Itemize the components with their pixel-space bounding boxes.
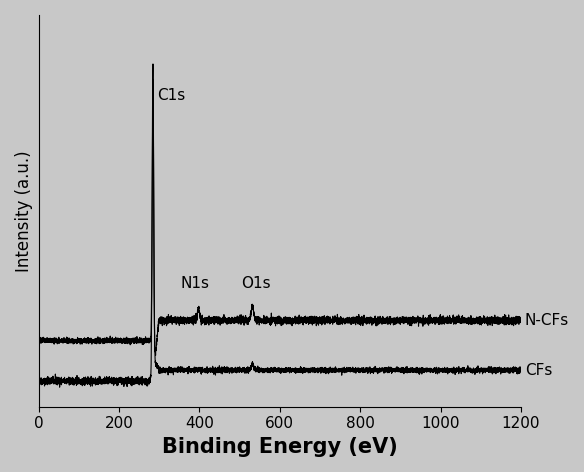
Y-axis label: Intensity (a.u.): Intensity (a.u.) [15,150,33,272]
Text: CFs: CFs [525,362,552,378]
Text: C1s: C1s [157,88,185,103]
X-axis label: Binding Energy (eV): Binding Energy (eV) [162,437,398,457]
Text: N1s: N1s [181,276,210,291]
Text: N-CFs: N-CFs [525,313,569,328]
Text: O1s: O1s [241,277,270,291]
